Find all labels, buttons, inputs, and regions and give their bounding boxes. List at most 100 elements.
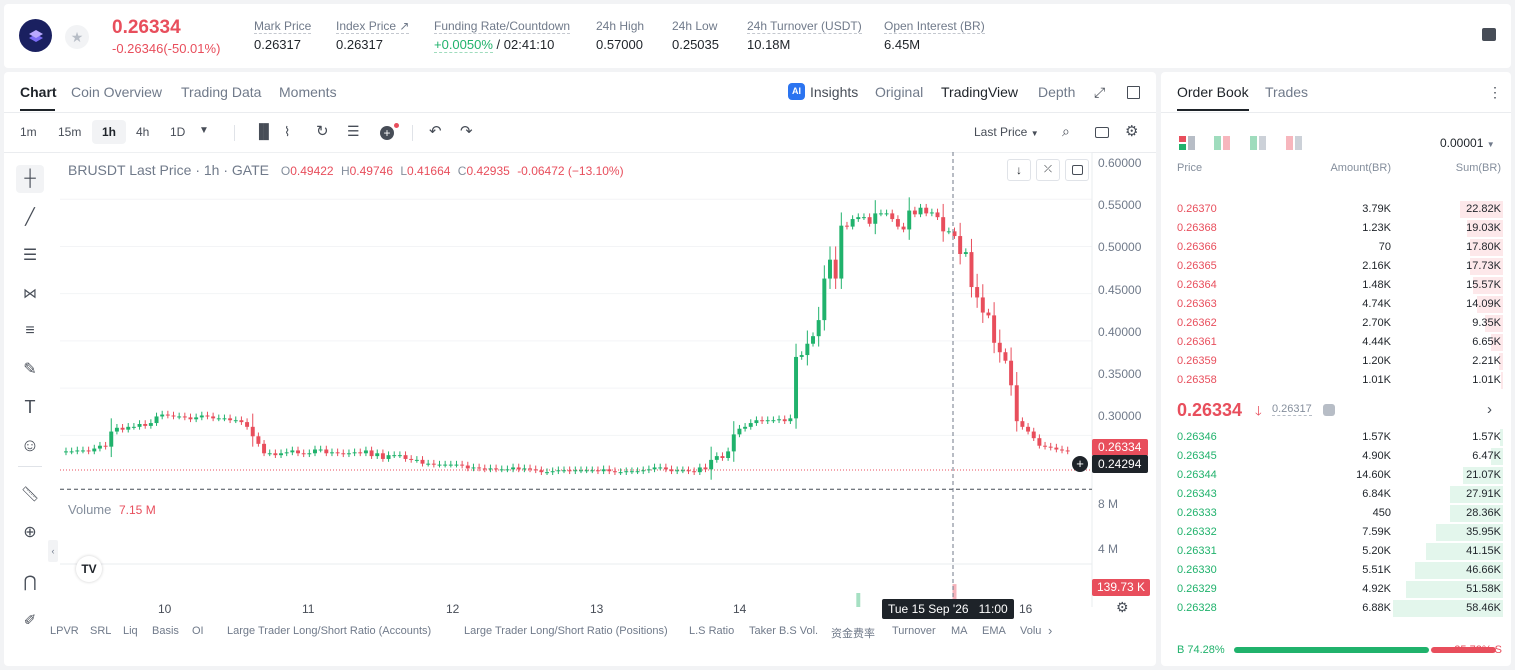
ask-row[interactable]: 0.26359 1.20K 2.21K bbox=[1161, 352, 1511, 371]
view-bids-icon[interactable] bbox=[1250, 136, 1266, 150]
index-price-label[interactable]: Index Price ↗ bbox=[336, 19, 410, 34]
precision-select[interactable]: 0.00001 ▼ bbox=[1440, 136, 1495, 150]
indicator-ma[interactable]: MA bbox=[951, 625, 968, 637]
view-both-icon[interactable] bbox=[1179, 136, 1195, 150]
indicator-srl[interactable]: SRL bbox=[90, 625, 112, 637]
chevron-right-icon[interactable]: › bbox=[1487, 401, 1492, 418]
indicator-liq[interactable]: Liq bbox=[123, 625, 138, 637]
maximize-button[interactable] bbox=[1065, 159, 1089, 181]
view-tradingview[interactable]: TradingView bbox=[941, 84, 1019, 100]
bid-row[interactable]: 0.26333 450 28.36K bbox=[1161, 504, 1511, 523]
settings-list-icon[interactable]: ☰ bbox=[347, 123, 360, 139]
tab-chart[interactable]: Chart bbox=[20, 84, 57, 100]
indicator-taker-vol[interactable]: Taker B.S Vol. bbox=[749, 625, 819, 637]
ask-row[interactable]: 0.26363 4.74K 14.09K bbox=[1161, 295, 1511, 314]
bid-row[interactable]: 0.26328 6.88K 58.46K bbox=[1161, 599, 1511, 618]
interval-dropdown-icon[interactable]: ▼ bbox=[199, 125, 209, 136]
bid-row[interactable]: 0.26343 6.84K 27.91K bbox=[1161, 485, 1511, 504]
bid-row[interactable]: 0.26331 5.20K 41.15K bbox=[1161, 542, 1511, 561]
indicator-basis[interactable]: Basis bbox=[152, 625, 179, 637]
zoom-in-tool-icon[interactable]: ⊕ bbox=[23, 524, 37, 541]
br-token-logo[interactable] bbox=[19, 19, 52, 52]
hlines-tool-icon[interactable]: ☰ bbox=[22, 247, 38, 264]
candle-body bbox=[211, 416, 216, 419]
ask-row[interactable]: 0.26368 1.23K 19.03K bbox=[1161, 219, 1511, 238]
crosshair-tool-icon[interactable]: ┼ bbox=[16, 165, 44, 193]
indicator-volume[interactable]: Volu bbox=[1020, 625, 1042, 637]
indicator-ls-ratio[interactable]: L.S Ratio bbox=[689, 625, 735, 637]
undo-icon[interactable]: ↶ bbox=[429, 123, 442, 140]
interval-1d[interactable]: 1D bbox=[170, 125, 186, 139]
tab-trading-data[interactable]: Trading Data bbox=[181, 84, 262, 100]
tab-moments[interactable]: Moments bbox=[279, 84, 337, 100]
chart-settings-icon[interactable]: ⚙ bbox=[1116, 599, 1129, 615]
bid-row[interactable]: 0.26345 4.90K 6.47K bbox=[1161, 447, 1511, 466]
view-dual-icon[interactable] bbox=[1214, 136, 1230, 150]
tab-trades[interactable]: Trades bbox=[1265, 84, 1309, 100]
tab-order-book[interactable]: Order Book bbox=[1177, 84, 1249, 100]
bid-row[interactable]: 0.26344 14.60K 21.07K bbox=[1161, 466, 1511, 485]
interval-4h[interactable]: 4h bbox=[136, 125, 150, 139]
price-chart[interactable] bbox=[60, 152, 1156, 607]
scroll-down-button[interactable]: ↓ bbox=[1007, 159, 1031, 181]
favorite-star-icon[interactable]: ★ bbox=[65, 25, 89, 49]
ask-row[interactable]: 0.26361 4.44K 6.65K bbox=[1161, 333, 1511, 352]
indicators-icon[interactable]: ⌇ bbox=[284, 124, 291, 139]
more-icon[interactable]: ⋮ bbox=[1488, 84, 1502, 100]
bid-row[interactable]: 0.26330 5.51K 46.66K bbox=[1161, 561, 1511, 580]
mid-mark-price[interactable]: 0.26317 bbox=[1272, 403, 1312, 416]
ask-row[interactable]: 0.26362 2.70K 9.35K bbox=[1161, 314, 1511, 333]
bid-row[interactable]: 0.26346 1.57K 1.57K bbox=[1161, 428, 1511, 447]
ask-row[interactable]: 0.26364 1.48K 15.57K bbox=[1161, 276, 1511, 295]
tab-coin-overview[interactable]: Coin Overview bbox=[71, 84, 163, 100]
ask-row[interactable]: 0.26370 3.79K 22.82K bbox=[1161, 200, 1511, 219]
trendline-tool-icon[interactable]: ╱ bbox=[25, 209, 35, 226]
price-type-select[interactable]: Last Price ▼ bbox=[974, 125, 1039, 139]
indicator-turnover[interactable]: Turnover bbox=[892, 625, 936, 637]
text-tool-icon[interactable]: T bbox=[24, 396, 36, 417]
interval-15m[interactable]: 15m bbox=[58, 125, 82, 139]
magnet-tool-icon[interactable]: ⋂ bbox=[23, 574, 37, 591]
window-icon[interactable] bbox=[1127, 86, 1140, 99]
cursor-plus-icon[interactable]: + bbox=[1072, 456, 1088, 472]
replay-icon[interactable]: ↻ bbox=[316, 123, 329, 140]
collapse-button[interactable]: ⤫ bbox=[1036, 159, 1060, 181]
book-icon[interactable] bbox=[1482, 28, 1496, 41]
indicator-oi[interactable]: OI bbox=[192, 625, 204, 637]
camera-icon[interactable] bbox=[1095, 127, 1109, 138]
fib-tool-icon[interactable]: ≡ bbox=[25, 322, 35, 339]
redo-icon[interactable]: ↷ bbox=[460, 123, 473, 140]
search-icon[interactable]: ⌕ bbox=[1062, 123, 1070, 139]
view-asks-icon[interactable] bbox=[1286, 136, 1302, 150]
ask-row[interactable]: 0.26366 70 17.80K bbox=[1161, 238, 1511, 257]
insights-button[interactable]: Insights bbox=[810, 84, 859, 100]
indicator-lt-accounts[interactable]: Large Trader Long/Short Ratio (Accounts) bbox=[227, 625, 432, 637]
ask-row[interactable]: 0.26358 1.01K 1.01K bbox=[1161, 371, 1511, 390]
view-original[interactable]: Original bbox=[875, 84, 924, 100]
ai-insights-icon[interactable]: AI bbox=[788, 83, 805, 100]
indicator-lt-positions[interactable]: Large Trader Long/Short Ratio (Positions… bbox=[464, 625, 668, 637]
candle-body bbox=[494, 468, 499, 470]
ruler-tool-icon[interactable]: 📏︎ bbox=[20, 486, 40, 503]
emoji-tool-icon[interactable]: ☺ bbox=[20, 434, 40, 455]
bid-row[interactable]: 0.26332 7.59K 35.95K bbox=[1161, 523, 1511, 542]
indicator-funding-rate[interactable]: 资金费率 bbox=[831, 628, 875, 640]
pattern-tool-icon[interactable]: ⋈ bbox=[23, 284, 37, 301]
brush-tool-icon[interactable]: ✎ bbox=[23, 361, 37, 378]
scroll-right-icon[interactable]: › bbox=[1048, 623, 1053, 638]
candles-icon[interactable]: ▐▌ bbox=[254, 123, 274, 139]
add-indicator-icon[interactable]: + bbox=[380, 126, 394, 140]
ask-row[interactable]: 0.26365 2.16K 17.73K bbox=[1161, 257, 1511, 276]
gear-icon[interactable]: ⚙ bbox=[1125, 123, 1139, 140]
eraser-tool-icon[interactable]: ✐ bbox=[23, 612, 37, 629]
expand-icon[interactable]: ⤢ bbox=[1094, 84, 1106, 100]
bid-row[interactable]: 0.26329 4.92K 51.58K bbox=[1161, 580, 1511, 599]
funding-rate[interactable]: +0.0050% bbox=[434, 37, 493, 53]
indicator-ema[interactable]: EMA bbox=[982, 625, 1006, 637]
indicator-lpvr[interactable]: LPVR bbox=[50, 625, 79, 637]
interval-1m[interactable]: 1m bbox=[20, 125, 37, 139]
interval-1h[interactable]: 1h bbox=[102, 125, 117, 139]
header-price: Price bbox=[1177, 162, 1203, 174]
view-depth[interactable]: Depth bbox=[1038, 84, 1076, 100]
collapse-toolbar-icon[interactable]: ‹ bbox=[48, 540, 58, 562]
